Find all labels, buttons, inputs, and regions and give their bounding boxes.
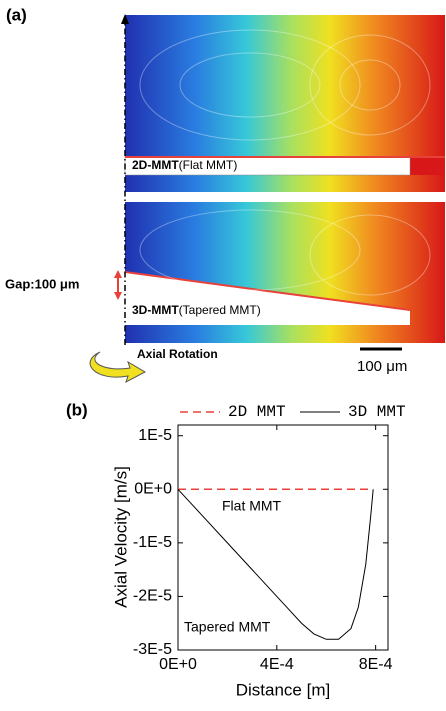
gap-label: Gap:100 μm xyxy=(5,276,79,291)
y-tick-label: -2E-5 xyxy=(133,588,172,605)
tapered-label: 3D-MMT(Tapered MMT) xyxy=(132,303,261,317)
tapered-gap xyxy=(125,272,410,325)
flat-note: (Flat MMT) xyxy=(179,158,238,172)
streamlines xyxy=(139,29,431,296)
scale-label: 100 μm xyxy=(357,358,407,375)
gap-arrow-head xyxy=(114,292,122,300)
flat-field xyxy=(125,15,445,157)
x-axis-label: Distance [m] xyxy=(236,680,330,699)
y-tick-label: 0E+0 xyxy=(134,481,172,498)
panel-b: (b) Axial Velocity [m/s] Distance [m] 1E… xyxy=(66,400,406,699)
axis-arrow xyxy=(121,14,129,24)
y-axis-label: Axial Velocity [m/s] xyxy=(111,466,130,608)
y-tick-label: -1E-5 xyxy=(133,534,172,551)
rotation-arrow xyxy=(89,351,147,384)
rotation-label: Axial Rotation xyxy=(137,347,218,361)
tapered-strip xyxy=(125,325,445,343)
annotation: Flat MMT xyxy=(222,498,282,514)
tapered-wall xyxy=(124,271,411,311)
legend-label: 3D MMT xyxy=(348,403,406,421)
tapered-name: 3D-MMT xyxy=(132,303,179,317)
flat-corner xyxy=(410,157,445,175)
x-tick-label: 4E-4 xyxy=(260,656,294,673)
y-tick-label: -3E-5 xyxy=(133,641,172,658)
flat-strip xyxy=(125,175,445,192)
panel-a: (a) Gap:100 μm 2D-MMT(Flat MMT) 3D-MMT(T… xyxy=(5,5,445,384)
gap-arrow-head xyxy=(114,270,122,278)
flat-label: 2D-MMT(Flat MMT) xyxy=(132,158,237,172)
x-tick-label: 0E+0 xyxy=(159,656,197,673)
annotation: Tapered MMT xyxy=(184,619,271,635)
flat-name: 2D-MMT xyxy=(132,158,179,172)
tapered-note: (Tapered MMT) xyxy=(179,303,261,317)
data-line xyxy=(177,488,374,640)
panel-label: (a) xyxy=(6,5,27,24)
panel-label: (b) xyxy=(66,400,88,419)
x-tick-label: 8E-4 xyxy=(359,656,393,673)
plot-frame xyxy=(177,424,389,651)
y-tick-label: 1E-5 xyxy=(138,427,172,444)
legend-label: 2D MMT xyxy=(228,403,286,421)
